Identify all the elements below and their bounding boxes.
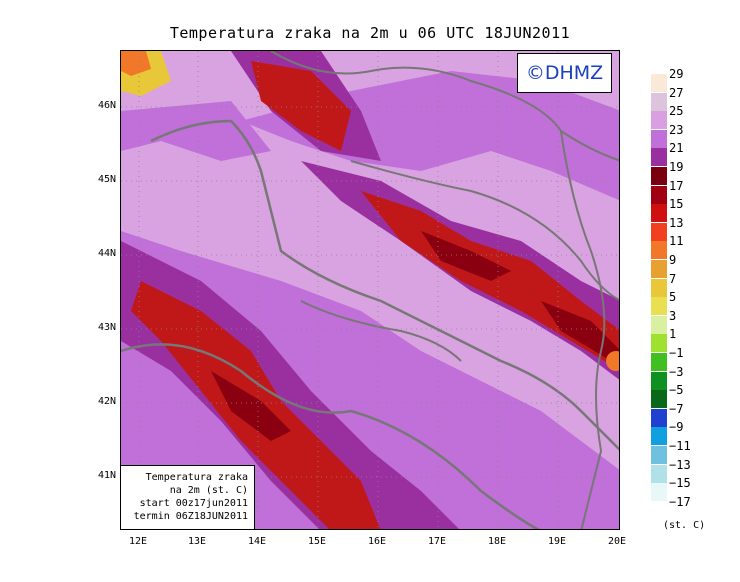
map-canvas (121, 51, 619, 529)
info-line-3: start 00z17jun2011 (139, 498, 248, 509)
legend-label: 7 (669, 271, 677, 286)
legend-swatch (651, 464, 667, 483)
legend-unit: (st. C) (663, 520, 706, 531)
legend-label: 29 (669, 67, 684, 81)
lon-label-12e: 12E (128, 536, 148, 547)
forecast-info-box: Temperatura zraka na 2m (st. C) start 00… (120, 465, 255, 530)
legend-label: 1 (669, 327, 677, 342)
legend-label: −11 (669, 439, 691, 453)
lat-label-45n: 45N (97, 174, 116, 185)
lat-label-44n: 44N (97, 248, 116, 259)
legend-swatch (651, 408, 667, 427)
lon-label-14e: 14E (247, 536, 267, 547)
lon-label-17e: 17E (427, 536, 447, 547)
legend-swatch (651, 111, 667, 130)
legend-label: 9 (669, 253, 677, 267)
legend-swatch (651, 167, 667, 185)
legend-label: 11 (669, 234, 684, 249)
legend-swatch (651, 297, 667, 316)
legend-swatch (651, 241, 667, 260)
legend-label: 27 (669, 85, 684, 100)
legend-swatch (651, 427, 667, 446)
legend-label: −1 (669, 346, 684, 360)
legend-label: 3 (669, 308, 677, 323)
legend-label: 25 (669, 104, 684, 119)
legend-swatch (651, 483, 667, 502)
info-line-4: termin 06Z18JUN2011 (133, 511, 248, 522)
legend-swatch (651, 278, 667, 297)
legend-swatch (651, 204, 667, 223)
map-title: Temperatura zraka na 2m u 06 UTC 18JUN20… (169, 24, 571, 42)
legend-swatch (651, 371, 667, 390)
legend-swatch (651, 334, 667, 353)
legend-swatch (651, 129, 667, 148)
legend-label: −17 (669, 494, 691, 509)
legend-label: −15 (669, 476, 691, 491)
legend-label: 21 (669, 141, 684, 156)
legend-swatch (651, 222, 667, 241)
lat-label-42n: 42N (97, 396, 116, 407)
dhmz-logo: ©DHMZ (517, 53, 612, 93)
legend-label: 19 (669, 160, 684, 174)
lon-label-15e: 15E (307, 536, 327, 547)
lon-label-20e: 20E (607, 536, 627, 547)
legend-swatch (651, 74, 667, 92)
lon-label-18e: 18E (487, 536, 507, 547)
lat-label-46n: 46N (97, 100, 116, 111)
lon-label-19e: 19E (547, 536, 567, 547)
lon-label-13e: 13E (187, 536, 207, 547)
legend-swatch (651, 92, 667, 111)
legend-label: 17 (669, 178, 684, 193)
legend-label: −3 (669, 364, 684, 379)
legend-label: 13 (669, 215, 684, 230)
legend-swatch (651, 315, 667, 334)
lon-label-16e: 16E (367, 536, 387, 547)
legend-swatch (651, 148, 667, 167)
legend-label: −5 (669, 383, 684, 398)
legend-label: 23 (669, 122, 684, 137)
legend-swatch (651, 353, 667, 371)
legend-swatch (651, 185, 667, 204)
legend-swatch (651, 390, 667, 409)
legend-swatch (651, 446, 667, 464)
legend-label: −13 (669, 457, 691, 472)
legend-label: −7 (669, 401, 684, 416)
temperature-map (120, 50, 620, 530)
lat-label-41n: 41N (97, 470, 116, 481)
legend-label: −9 (669, 420, 684, 435)
legend-label: 5 (669, 290, 677, 305)
legend-label: 15 (669, 197, 684, 212)
info-line-1: Temperatura zraka (145, 472, 248, 483)
legend-swatch (651, 260, 667, 278)
lat-label-43n: 43N (97, 322, 116, 333)
info-line-2: na 2m (st. C) (169, 485, 248, 496)
